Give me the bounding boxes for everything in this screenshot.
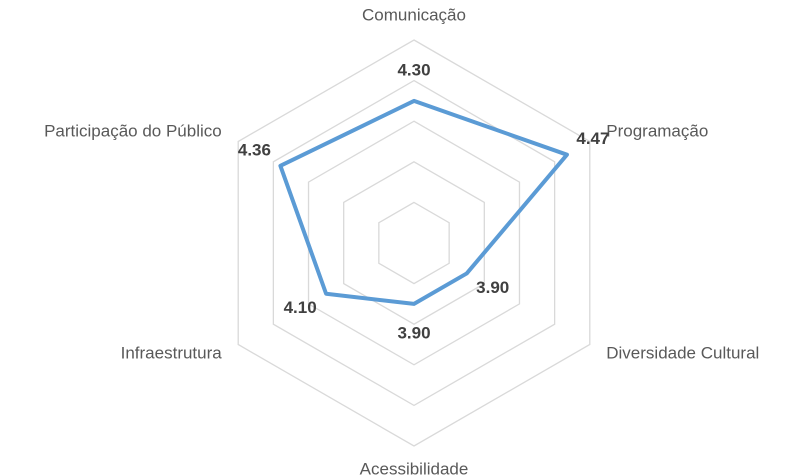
category-label: Programação (606, 121, 708, 140)
grid-ring (378, 201, 450, 285)
value-label: 3.90 (397, 323, 430, 342)
category-label: Diversidade Cultural (606, 343, 759, 362)
category-label: Acessibilidade (360, 459, 469, 475)
category-label: Comunicação (362, 5, 466, 24)
category-label: Infraestrutura (121, 343, 223, 362)
data-line (278, 98, 569, 306)
grid-ring (237, 39, 591, 447)
value-label: 4.36 (238, 140, 271, 159)
value-label: 4.30 (397, 60, 430, 79)
value-label: 3.90 (476, 278, 509, 297)
grid-ring (272, 79, 556, 407)
value-label: 4.10 (284, 298, 317, 317)
grid-ring (343, 161, 485, 325)
grid-ring (307, 120, 521, 366)
value-label: 4.47 (576, 129, 609, 148)
category-label: Participação do Público (44, 121, 222, 140)
